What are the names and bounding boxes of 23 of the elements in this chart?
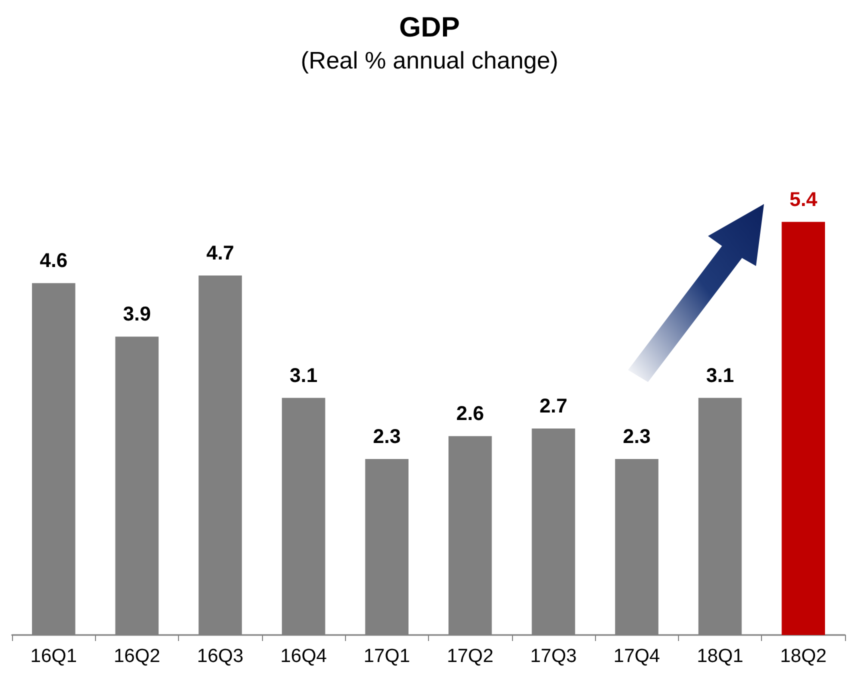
data-label: 3.1 bbox=[706, 364, 734, 387]
x-tick-label: 16Q2 bbox=[114, 646, 160, 667]
data-label: 2.3 bbox=[622, 426, 651, 448]
chart-subtitle: (Real % annual change) bbox=[300, 48, 558, 74]
data-label: 3.1 bbox=[290, 364, 318, 387]
x-tick-label: 16Q4 bbox=[280, 646, 328, 667]
x-tick-label: 17Q1 bbox=[364, 646, 410, 667]
x-tick-label: 18Q1 bbox=[696, 646, 744, 667]
bar bbox=[782, 222, 826, 635]
data-label: 2.7 bbox=[540, 395, 568, 418]
x-tick-label: 16Q1 bbox=[30, 646, 77, 667]
data-label: 2.3 bbox=[372, 426, 401, 448]
chart-title: GDP bbox=[399, 12, 460, 42]
data-label: 5.4 bbox=[789, 188, 818, 211]
x-tick-label: 16Q3 bbox=[197, 646, 244, 667]
data-label: 4.6 bbox=[40, 250, 68, 272]
x-tick-label: 17Q3 bbox=[530, 646, 577, 667]
data-label: 4.7 bbox=[206, 242, 234, 264]
data-label: 2.6 bbox=[456, 403, 484, 426]
x-tick-label: 17Q4 bbox=[614, 646, 660, 667]
x-tick-label: 18Q2 bbox=[780, 646, 827, 667]
x-tick-label: 17Q2 bbox=[446, 646, 494, 667]
data-label: 3.9 bbox=[123, 304, 151, 326]
